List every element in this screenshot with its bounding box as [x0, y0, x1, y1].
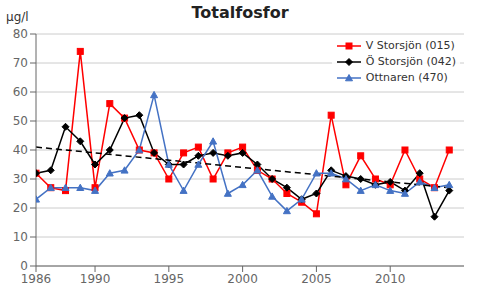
- svg-text:10: 10: [13, 230, 28, 244]
- html-text:μg/l: μg/l: [6, 10, 29, 24]
- svg-text:50: 50: [13, 114, 28, 128]
- svg-text:1995: 1995: [154, 272, 185, 286]
- svg-text:2005: 2005: [301, 272, 332, 286]
- svg-text:1986: 1986: [21, 272, 52, 286]
- svg-text:60: 60: [13, 85, 28, 99]
- html-text:V Storsjön (015): V Storsjön (015): [365, 39, 455, 52]
- html-text:Ö Storsjön (042): Ö Storsjön (042): [365, 55, 456, 68]
- svg-text:2000: 2000: [227, 272, 258, 286]
- svg-text:0: 0: [20, 259, 28, 273]
- svg-text:80: 80: [13, 27, 28, 41]
- html-text:Totalfosfor: Totalfosfor: [191, 3, 289, 22]
- svg-text:2010: 2010: [375, 272, 406, 286]
- svg-text:40: 40: [13, 143, 28, 157]
- svg-text:30: 30: [13, 172, 28, 186]
- html-text:Ottnaren (470): Ottnaren (470): [365, 71, 448, 84]
- svg-text:70: 70: [13, 56, 28, 70]
- svg-text:20: 20: [13, 201, 28, 215]
- svg-text:1990: 1990: [80, 272, 111, 286]
